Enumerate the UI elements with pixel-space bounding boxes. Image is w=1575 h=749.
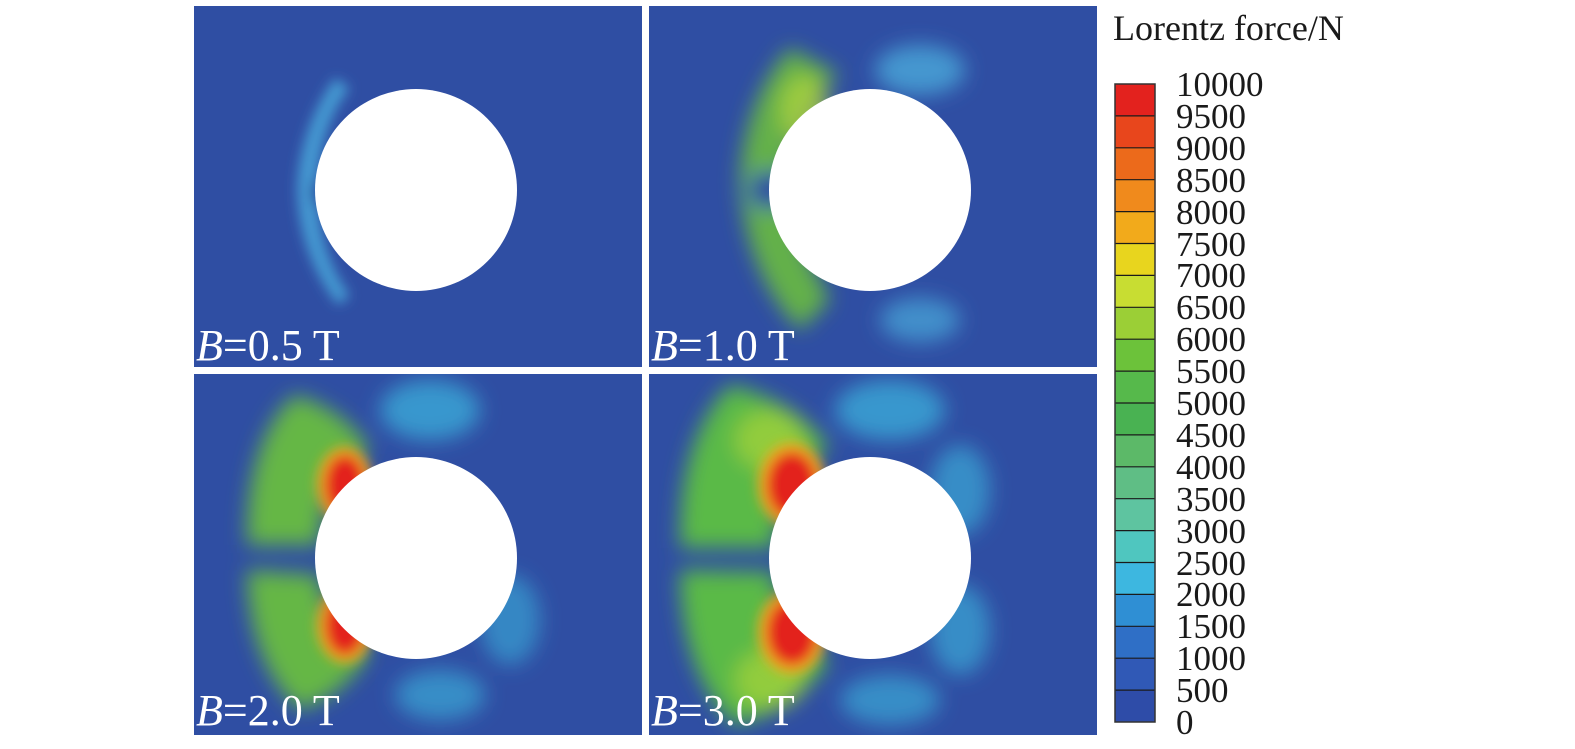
- panel-label: B=3.0 T: [651, 686, 795, 735]
- obstacle-circle: [315, 89, 517, 291]
- colorbar-band: [1115, 690, 1155, 723]
- colorbar-tick-label: 0: [1176, 703, 1194, 742]
- colorbar-band: [1115, 658, 1155, 691]
- colorbar-tick-label: 2000: [1176, 575, 1246, 615]
- colorbar-band: [1115, 530, 1155, 563]
- colorbar-tick-label: 7000: [1176, 256, 1246, 296]
- panel-b-3-0: B=3.0 T: [649, 374, 1097, 735]
- colorbar-band: [1115, 84, 1155, 117]
- colorbar-tick-label: 6500: [1176, 288, 1246, 328]
- panel-label-value: =1.0 T: [678, 321, 795, 370]
- panel-label: B=0.5 T: [196, 321, 340, 370]
- panel-label: B=2.0 T: [196, 686, 340, 735]
- colorbar-band: [1115, 243, 1155, 276]
- colorbar-band: [1115, 115, 1155, 149]
- colorbar-tick-label: 1000: [1176, 639, 1246, 679]
- colorbar-tick-label: 5000: [1176, 384, 1246, 423]
- colorbar-band: [1115, 594, 1155, 627]
- colorbar-tick-label: 3000: [1176, 511, 1246, 551]
- obstacle-circle: [769, 457, 971, 659]
- colorbar-tick-label: 9500: [1176, 96, 1246, 136]
- colorbar-tick-label: 6000: [1176, 320, 1246, 360]
- colorbar-tick-label: 5500: [1176, 352, 1246, 392]
- panel-label-value: =0.5 T: [223, 321, 340, 370]
- panel-b-0-5: B=0.5 T: [194, 6, 642, 370]
- force-field: [740, 45, 965, 342]
- colorbar-band: [1115, 211, 1155, 244]
- colorbar-band: [1115, 498, 1155, 532]
- colorbar-band: [1115, 371, 1155, 404]
- colorbar-band: [1115, 339, 1155, 372]
- colorbar-frame: [1114, 83, 1156, 723]
- colorbar-band: [1115, 466, 1155, 500]
- obstacle-circle: [769, 89, 971, 291]
- colorbar-tick-label: 4000: [1176, 447, 1246, 487]
- colorbar-tick-label: 500: [1176, 671, 1229, 711]
- colorbar-tick-label: 2500: [1176, 543, 1246, 583]
- colorbar-tick-label: 8500: [1176, 160, 1246, 200]
- colorbar-band: [1115, 562, 1155, 595]
- panel-label-variable: B: [196, 686, 223, 735]
- panel-label-variable: B: [651, 321, 678, 370]
- colorbar-band: [1115, 434, 1155, 468]
- colorbar: [1115, 84, 1155, 723]
- panel-label-variable: B: [196, 321, 223, 370]
- colorbar-band: [1115, 147, 1155, 181]
- colorbar-title: Lorentz force/N: [1113, 8, 1344, 48]
- panel-label-value: =3.0 T: [678, 686, 795, 735]
- colorbar-tick-label: 1500: [1176, 607, 1246, 647]
- colorbar-band: [1115, 403, 1155, 436]
- panel-b-1-0: B=1.0 T: [649, 6, 1097, 370]
- panel-b-2-0: B=2.0 T: [194, 374, 642, 735]
- colorbar-band: [1115, 275, 1155, 308]
- panel-label: B=1.0 T: [651, 321, 795, 370]
- colorbar-tick-label: 8000: [1176, 192, 1246, 232]
- colorbar-band: [1115, 626, 1155, 659]
- colorbar-band: [1115, 307, 1155, 340]
- colorbar-tick-label: 3500: [1176, 479, 1246, 519]
- colorbar-tick-label: 10000: [1176, 65, 1264, 104]
- panel-label-variable: B: [651, 686, 678, 735]
- force-field: [247, 380, 540, 720]
- obstacle-circle: [315, 457, 517, 659]
- colorbar-band: [1115, 179, 1155, 213]
- colorbar-tick-label: 7500: [1176, 224, 1246, 264]
- colorbar-tick-label: 4500: [1176, 415, 1246, 455]
- panel-label-value: =2.0 T: [223, 686, 340, 735]
- colorbar-tick-label: 9000: [1176, 128, 1246, 168]
